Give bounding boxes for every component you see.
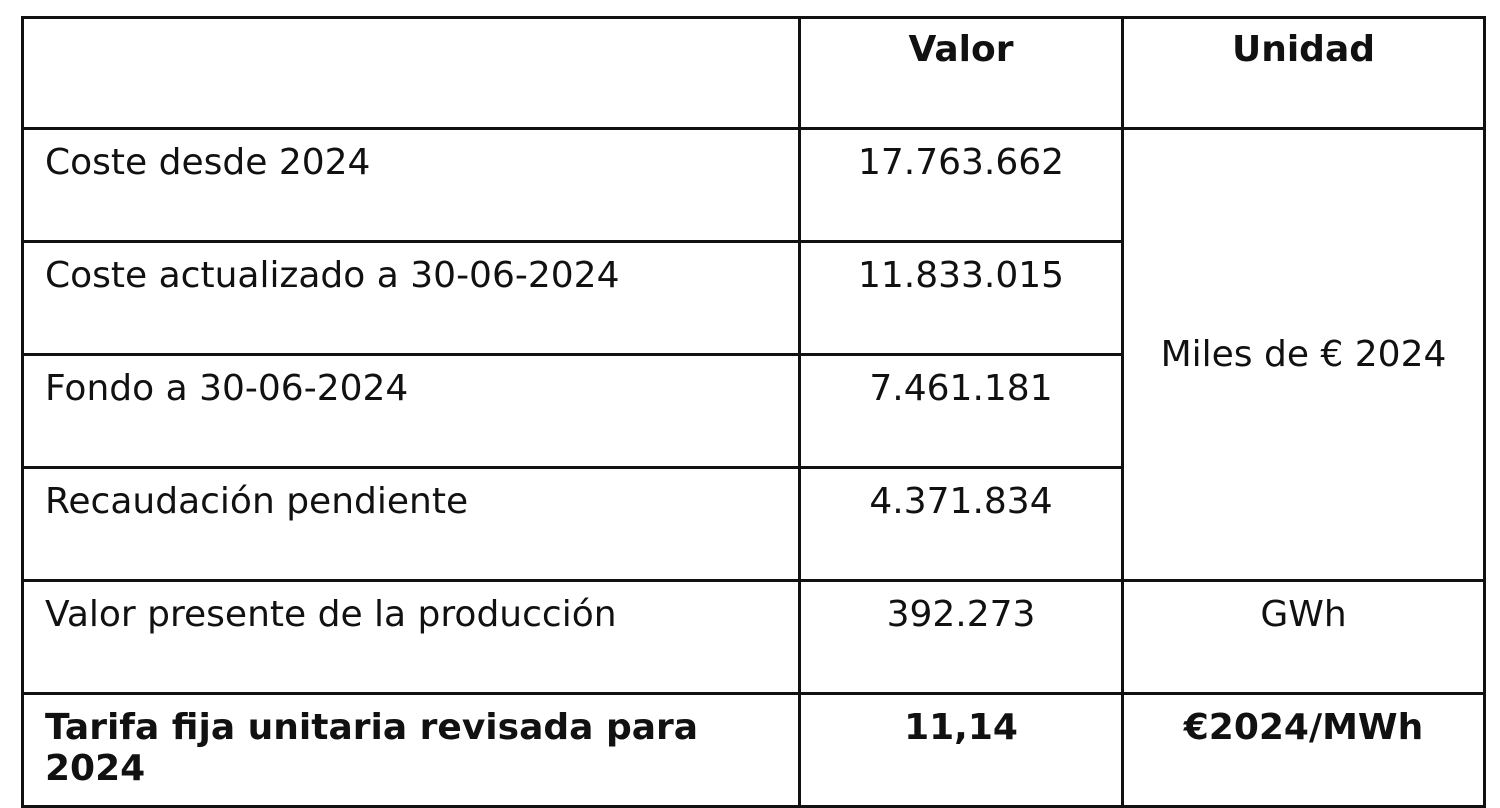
table-row: Fondo a 30-06-2024 7.461.181 [21,353,1485,469]
row-label: Recaudación pendiente [21,466,801,582]
header-row: Valor Unidad [21,16,1486,130]
table-row: Valor presente de la producción 392.273 … [21,579,1486,695]
row-unit: GWh [1121,579,1486,695]
row-value: 4.371.834 [798,466,1124,582]
header-unit-cell: Unidad [1121,16,1486,130]
row-value: 11.833.015 [798,240,1124,356]
table-row: Coste desde 2024 17.763.662 Miles de € 2… [21,127,1486,582]
merged-unit-cell: Miles de € 2024 [1121,127,1486,582]
row-label: Fondo a 30-06-2024 [21,353,801,469]
header-label-cell [21,16,801,130]
row-value: 392.273 [798,579,1124,695]
row-value: 11,14 [798,692,1124,808]
table-row: Coste actualizado a 30-06-2024 11.833.01… [21,240,1485,356]
row-label: Valor presente de la producción [21,579,801,695]
total-row: Tarifa fija unitaria revisada para 2024 … [21,692,1486,808]
row-label: Coste desde 2024 [21,127,801,243]
row-label: Tarifa fija unitaria revisada para 2024 [21,692,801,808]
row-value: 7.461.181 [798,353,1124,469]
header-value-cell: Valor [798,16,1124,130]
row-label: Coste actualizado a 30-06-2024 [21,240,801,356]
row-unit: €2024/MWh [1121,692,1486,808]
row-value: 17.763.662 [798,127,1124,243]
tariff-table: Valor Unidad Coste desde 2024 17.763.662… [21,16,1486,808]
table-row: Recaudación pendiente 4.371.834 [21,466,1485,582]
